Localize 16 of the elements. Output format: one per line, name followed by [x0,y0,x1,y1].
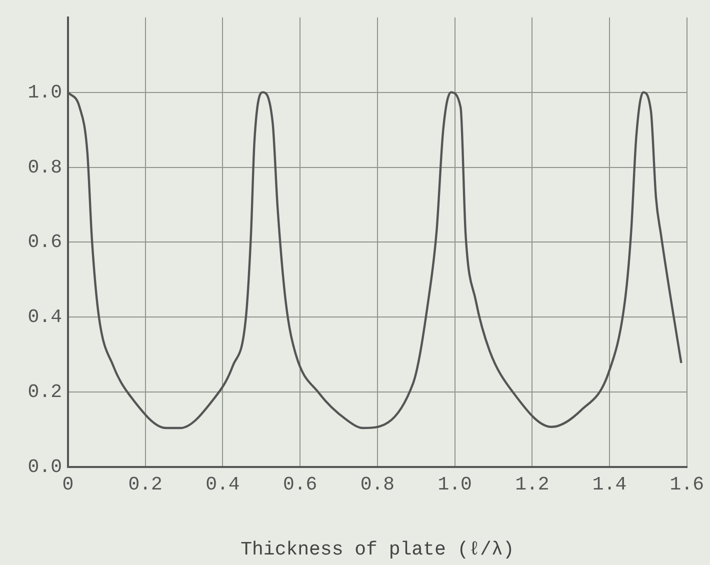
x-tick-label: 1.2 [515,473,550,496]
x-tick-label: 0.8 [360,473,395,496]
x-tick-label: 1.6 [670,473,704,496]
y-tick-label: 0.0 [28,456,62,478]
y-tick-label: 0.6 [28,231,62,254]
x-tick-label: 0 [62,473,74,496]
y-tick-label: 1.0 [28,81,62,104]
x-tick-label: 0.2 [128,473,162,496]
y-tick-label: 0.2 [28,381,62,404]
x-tick-label: 1.4 [592,473,627,496]
x-axis-title: Thickness of plate (ℓ/λ) [240,538,514,561]
y-tick-label: 0.8 [28,156,62,178]
x-tick-label: 0.4 [206,473,240,496]
x-tick-label: 0.6 [282,473,318,496]
x-tick-label: 1.0 [438,473,472,496]
y-tick-label: 0.4 [28,306,62,328]
